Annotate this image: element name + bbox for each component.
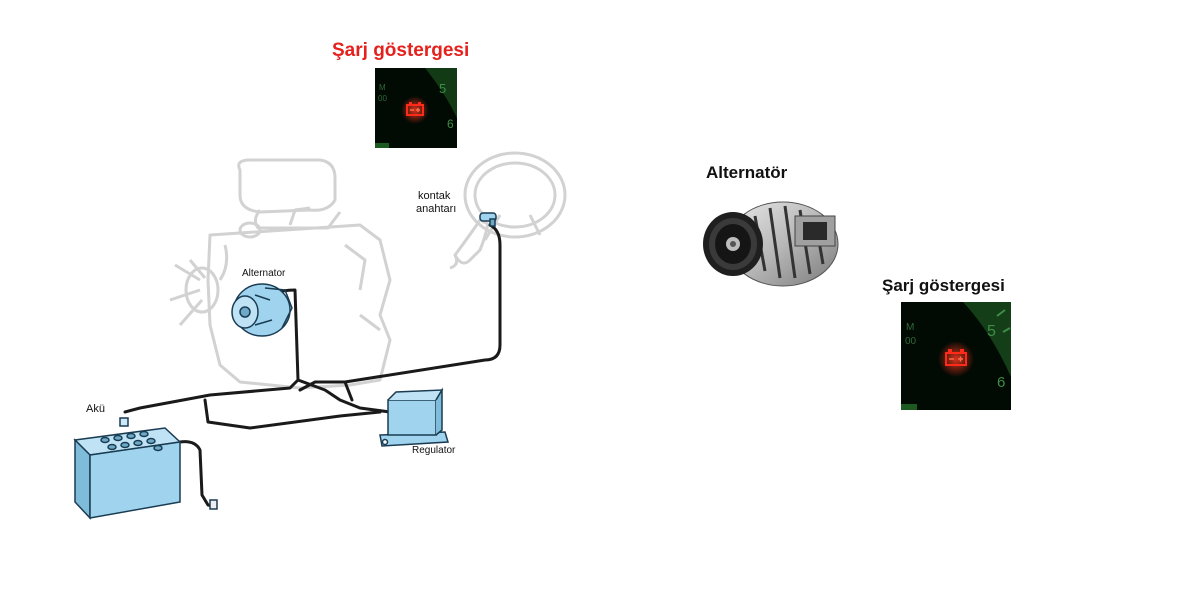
top-charge-indicator: M 00 5 6 [375,68,457,148]
battery-label: Akü [86,403,105,415]
gauge-tick-m: M [379,83,386,92]
gauge-tick-five: 5 [987,323,996,340]
alternator-photo [695,186,850,298]
alternator-label: Alternator [242,268,286,279]
engine-outline [169,151,567,390]
alternator-photo-title: Alternatör [706,163,788,182]
gauge-tick-six: 6 [997,374,1005,391]
regulator-component [379,387,449,447]
battery-component [73,417,218,520]
ignition-key-label-line1: kontak [418,190,451,202]
charging-system-diagram: kontak anahtarı Alternator Akü Regulator [60,150,580,530]
gauge-tick-five: 5 [439,81,446,96]
right-indicator-title: Şarj göstergesi [882,276,1005,295]
alternator-component [231,283,293,337]
gauge-tick-zero: 00 [378,94,387,103]
right-charge-indicator: M 00 5 6 [901,302,1011,410]
battery-warning-icon [945,349,967,366]
gauge-tick-zero: 00 [905,336,917,347]
ignition-key-label-line2: anahtarı [416,203,457,215]
ignition-key [479,212,497,227]
top-indicator-title: Şarj göstergesi [332,40,470,61]
regulator-label: Regulator [412,445,456,456]
gauge-tick-m: M [906,322,914,333]
battery-warning-icon [406,102,424,116]
gauge-tick-six: 6 [447,117,454,131]
